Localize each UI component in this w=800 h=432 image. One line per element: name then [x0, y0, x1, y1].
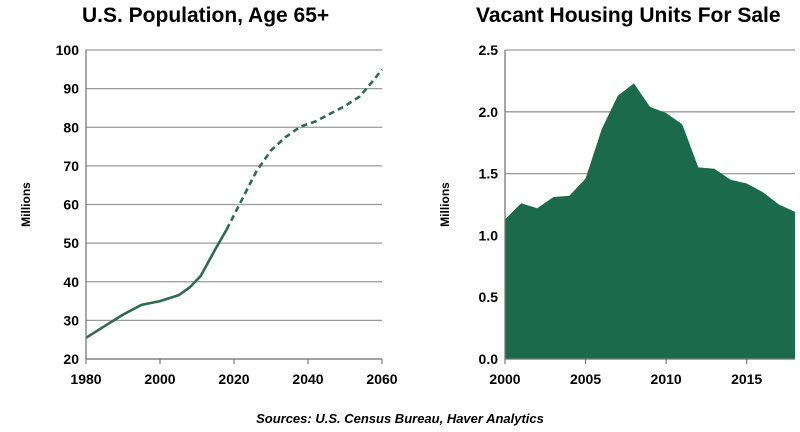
y-tick-label: 40 [63, 274, 79, 290]
x-tick-label: 2040 [292, 371, 323, 387]
x-tick-label: 1980 [70, 371, 101, 387]
x-tick-label: 2000 [144, 371, 175, 387]
y-tick-label: 2.0 [479, 104, 499, 120]
x-tick-label: 2015 [731, 371, 762, 387]
y-tick-label: 60 [63, 197, 79, 213]
projection-line [225, 68, 384, 231]
y-tick-label: 90 [63, 81, 79, 97]
y-tick-label: 2.5 [479, 42, 499, 58]
y-tick-label: 20 [63, 351, 79, 367]
vacant-housing-chart: 0.0 0.5 1.0 1.5 2.0 2.5 2000 2005 2010 2015 Millio… [438, 42, 795, 387]
y-tick-label: 0.5 [479, 289, 499, 305]
x-tick-label: 2020 [218, 371, 249, 387]
vacant-units-area [505, 83, 795, 360]
y-tick-label: 100 [56, 42, 80, 58]
y-tick-label: 70 [63, 158, 79, 174]
population-chart: 20 30 40 50 60 70 80 90 100 1980 2000 2020 2040 2060 M… [19, 42, 398, 387]
y-tick-label: 1.5 [479, 166, 499, 182]
y-tick-label: 30 [63, 312, 79, 328]
y-tick-label: 50 [63, 235, 79, 251]
y-tick-label: 1.0 [479, 227, 499, 243]
y-tick-label: 80 [63, 119, 79, 135]
y-axis-label: Millions [438, 182, 452, 227]
chart-title-vacant-housing: Vacant Housing Units For Sale [476, 4, 781, 27]
source-note: Sources: U.S. Census Bureau, Haver Analy… [256, 411, 544, 426]
chart-title-population: U.S. Population, Age 65+ [82, 4, 330, 27]
y-axis-label: Millions [19, 182, 33, 227]
y-tick-label: 0.0 [479, 351, 499, 367]
x-tick-label: 2010 [651, 371, 682, 387]
x-tick-label: 2000 [489, 371, 520, 387]
x-tick-label: 2005 [570, 371, 601, 387]
x-tick-label: 2060 [366, 371, 397, 387]
history-line [85, 228, 228, 339]
